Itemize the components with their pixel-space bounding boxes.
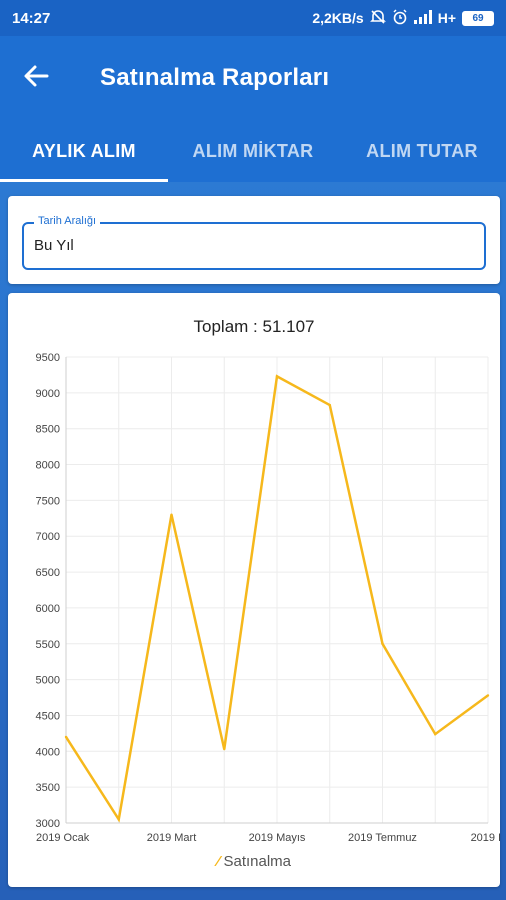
alarm-clock-icon [392, 8, 408, 28]
data-point [381, 642, 384, 645]
y-tick-label: 3000 [36, 818, 60, 830]
data-point [486, 694, 490, 697]
chart-card: Toplam : 51.107 3000 3500 4000 4500 5000 5500… [8, 293, 500, 887]
y-tick-label: 5000 [36, 675, 60, 687]
signal-type: H+ [437, 10, 456, 26]
status-indicators: 2,2KB/s H+ 69 [312, 8, 494, 28]
tab-alim-tutar[interactable]: ALIM TUTAR [366, 140, 478, 161]
data-point [64, 735, 68, 739]
legend-line-icon: ⁄ [216, 853, 220, 870]
chart-legend: ⁄ Satınalma [8, 853, 500, 870]
line-chart: 3000 3500 4000 4500 5000 5500 6000 6500 7000 7500… [36, 352, 500, 844]
y-tick-label: 8000 [36, 460, 60, 472]
back-button[interactable] [0, 36, 72, 120]
data-point [434, 732, 437, 736]
y-tick-label: 5500 [36, 639, 60, 651]
x-tick-label: 2019 Mayıs [249, 832, 306, 844]
arrow-back-icon [23, 63, 49, 94]
x-tick-label: 2019 Temmuz [348, 832, 417, 844]
date-range-label: Tarih Aralığı [34, 215, 101, 227]
tab-alim-miktar[interactable]: ALIM MİKTAR [192, 140, 314, 161]
page-title: Satınalma Raporları [100, 64, 330, 91]
y-tick-label: 9500 [36, 352, 60, 364]
data-point [117, 818, 120, 821]
date-range-field[interactable]: Tarih Aralığı Bu Yıl [22, 215, 486, 270]
data-point [170, 513, 173, 516]
signal-icon [413, 9, 432, 27]
y-tick-label: 7500 [36, 495, 60, 507]
alarm-off-icon [369, 9, 386, 28]
y-tick-label: 3500 [36, 782, 60, 794]
legend-label: Satınalma [223, 853, 292, 870]
y-tick-label: 6000 [36, 603, 60, 615]
battery-icon: 69 [462, 10, 494, 26]
x-tick-label: 2019 Ocak [36, 832, 90, 844]
status-bar: 14:27 2,2KB/s H+ 69 [0, 0, 506, 36]
tab-bar: AYLIK ALIM ALIM MİKTAR ALIM TUTAR [0, 120, 506, 182]
x-tick-label: 2019 E [471, 832, 500, 844]
y-tick-label: 8500 [36, 424, 60, 436]
y-tick-label: 6500 [36, 567, 60, 579]
x-tick-label: 2019 Mart [147, 832, 197, 844]
filter-card: Tarih Aralığı Bu Yıl [8, 196, 500, 284]
status-time: 14:27 [12, 9, 51, 27]
chart-total: Toplam : 51.107 [193, 317, 315, 336]
app-bar: Satınalma Raporları [0, 36, 506, 120]
data-point [275, 375, 279, 378]
data-point [328, 403, 331, 407]
y-tick-label: 7000 [36, 531, 60, 543]
y-tick-label: 4500 [36, 710, 60, 722]
y-tick-label: 4000 [36, 746, 60, 758]
date-range-value[interactable]: Bu Yıl [34, 237, 74, 254]
tab-aylik-alim[interactable]: AYLIK ALIM [0, 120, 168, 182]
network-speed: 2,2KB/s [312, 10, 364, 26]
y-tick-label: 9000 [36, 388, 60, 400]
data-point [223, 747, 226, 751]
